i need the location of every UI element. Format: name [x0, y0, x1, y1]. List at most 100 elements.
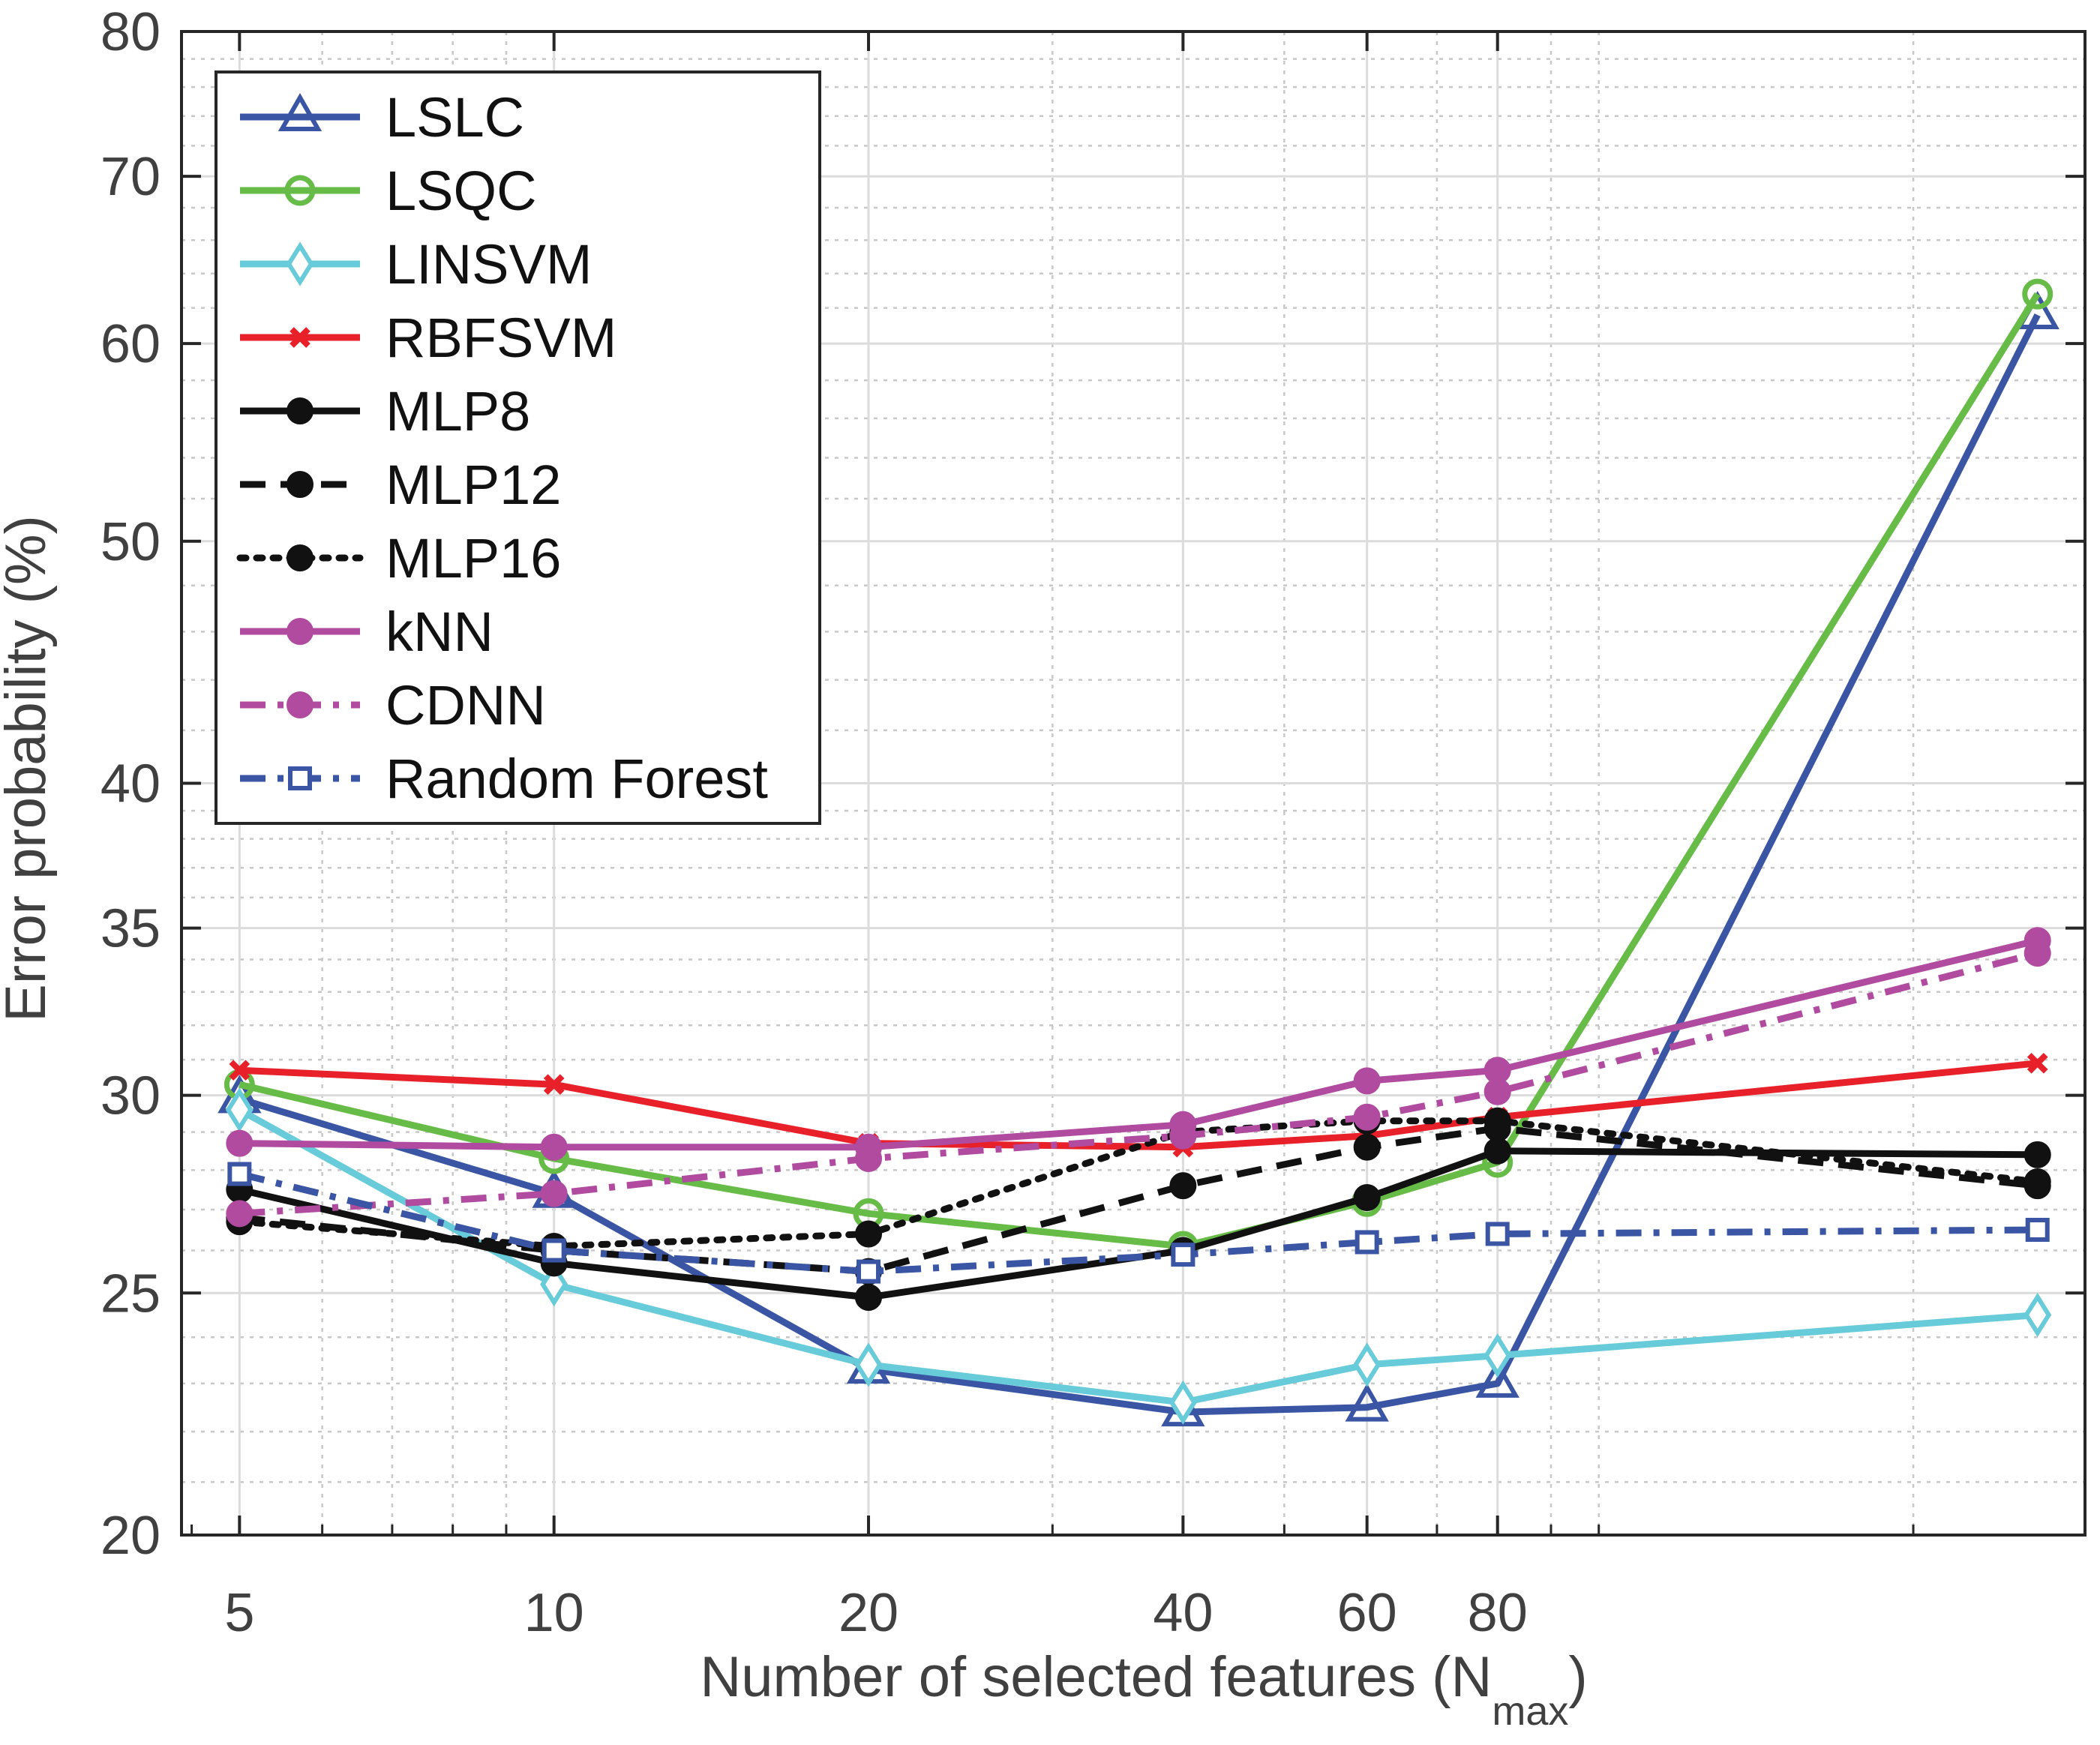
data-point	[855, 1220, 883, 1248]
y-tick-label: 50	[100, 512, 160, 572]
legend-label: Random Forest	[386, 748, 768, 810]
data-point	[856, 1259, 881, 1284]
y-tick-label: 60	[100, 314, 160, 374]
legend-marker	[286, 397, 314, 424]
data-point	[1485, 1222, 1510, 1246]
data-point	[1353, 1067, 1381, 1095]
data-point	[542, 1238, 566, 1263]
series-line-mlp8	[238, 1147, 2038, 1301]
legend-marker	[288, 766, 312, 790]
data-point	[1484, 1078, 1511, 1105]
data-point	[226, 1129, 254, 1157]
data-point	[1169, 1122, 1197, 1150]
y-tick-label: 20	[100, 1506, 160, 1566]
y-tick-label: 25	[100, 1264, 160, 1324]
x-tick-label: 5	[224, 1583, 254, 1643]
legend-marker	[284, 175, 316, 206]
data-point	[1475, 1359, 1520, 1398]
series-layer	[218, 278, 2060, 1427]
data-point	[855, 1144, 883, 1172]
legend-label: kNN	[386, 601, 494, 663]
y-tick-label: 70	[100, 147, 160, 207]
data-point	[854, 1342, 883, 1387]
series-cdnn	[226, 940, 2051, 1228]
x-tick-label: 60	[1337, 1583, 1397, 1643]
data-point	[1353, 1133, 1381, 1161]
legend-label: LSLC	[386, 86, 524, 148]
x-tick-label: 20	[838, 1583, 898, 1643]
data-point	[1353, 1103, 1381, 1131]
x-tick-label: 40	[1153, 1583, 1213, 1643]
x-tick-label: 80	[1468, 1583, 1528, 1643]
y-tick-label: 40	[100, 754, 160, 814]
data-point	[2024, 1292, 2052, 1338]
series-linsvm	[225, 1087, 2052, 1425]
series-mlp8	[226, 1137, 2051, 1312]
legend-marker	[290, 327, 310, 348]
data-point	[1345, 1383, 1389, 1422]
x-axis-label-close: )	[1568, 1645, 1587, 1709]
data-point	[2024, 1168, 2051, 1195]
legend-item-rbfsvm: RBFSVM	[240, 307, 616, 369]
legend-item-mlp8: MLP8	[240, 380, 530, 442]
data-point	[2025, 1217, 2050, 1242]
data-point	[1171, 1243, 1196, 1267]
legend-label: CDNN	[386, 674, 546, 736]
y-tick-label: 35	[100, 899, 160, 959]
legend-label: MLP8	[386, 380, 530, 442]
y-tick-label: 30	[100, 1066, 160, 1126]
data-point	[225, 1087, 254, 1132]
data-point	[2026, 1052, 2048, 1074]
data-point	[1484, 1137, 1511, 1165]
series-knn	[226, 927, 2051, 1161]
data-point	[540, 1180, 568, 1207]
legend: LSLC LSQC LINSVM RBFSVM MLP8 MLP12 MLP16 kNN CDN…	[214, 70, 821, 825]
series-line-knn	[239, 937, 2038, 1151]
legend-label: MLP16	[386, 527, 561, 589]
legend-item-lslc: LSLC	[240, 86, 524, 148]
x-axis-label-subscript: max	[1492, 1689, 1568, 1734]
x-tick-label: 10	[524, 1583, 584, 1643]
legend-item-cdnn: CDNN	[240, 674, 546, 736]
data-point	[855, 1284, 883, 1312]
data-point	[1354, 1230, 1379, 1255]
data-point	[229, 1060, 250, 1081]
y-tick-label: 80	[100, 2, 160, 62]
data-point	[2024, 1141, 2051, 1168]
legend-marker	[286, 618, 314, 645]
legend-item-lsqc: LSQC	[240, 160, 537, 222]
legend-item-mlp16: MLP16	[236, 527, 561, 589]
legend-marker	[286, 241, 314, 286]
series-line-rbfsvm	[239, 1060, 2038, 1151]
series-random-forest	[227, 1162, 2050, 1284]
legend-item-linsvm: LINSVM	[240, 233, 592, 295]
data-point	[540, 1133, 568, 1161]
x-axis-label: Number of selected features (Nmax)	[700, 1645, 1587, 1734]
legend-marker	[278, 92, 322, 131]
data-point	[1353, 1342, 1382, 1387]
data-point	[227, 1162, 252, 1186]
data-point	[2024, 940, 2051, 967]
data-point	[1484, 1107, 1511, 1135]
legend-item-random-forest: Random Forest	[240, 748, 768, 810]
data-point	[1353, 1183, 1381, 1211]
legend-label: RBFSVM	[386, 307, 616, 369]
data-point	[1168, 1380, 1197, 1425]
legend-marker	[286, 471, 314, 498]
data-point	[226, 1200, 254, 1228]
x-axis-label-main: Number of selected features (N	[700, 1645, 1492, 1709]
legend-label: LINSVM	[386, 233, 592, 295]
legend-marker	[286, 544, 314, 571]
legend-label: MLP12	[386, 454, 561, 516]
data-point	[543, 1074, 565, 1096]
legend-item-knn: kNN	[240, 601, 494, 663]
axis-ticks: 20 25 30 35 40 50 60 70 80 5 10 20 40 60 80	[100, 2, 2085, 1643]
data-point	[540, 1262, 568, 1307]
legend-item-mlp12: MLP12	[240, 454, 561, 516]
data-point	[1484, 1333, 1512, 1378]
y-axis-label: Error probability (%)	[0, 515, 58, 1022]
legend-marker	[286, 691, 314, 718]
data-point	[1169, 1172, 1197, 1200]
legend-label: LSQC	[386, 160, 537, 222]
